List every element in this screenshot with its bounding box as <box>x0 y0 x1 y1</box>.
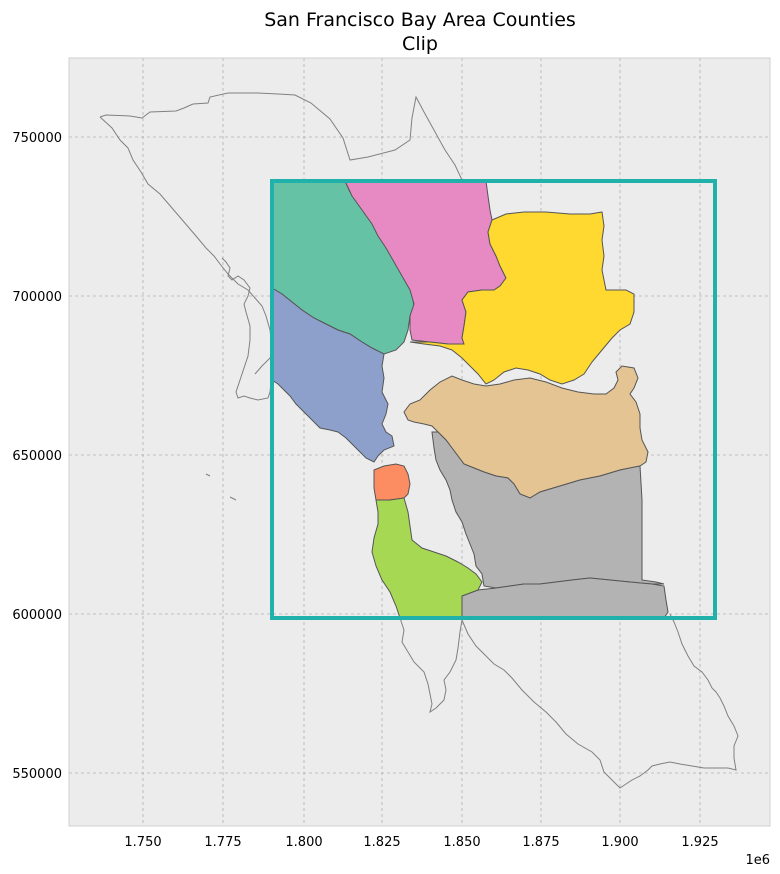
outline-south-east <box>461 613 739 789</box>
x-tick-label: 1.800 <box>285 835 322 850</box>
y-tick-label: 750000 <box>12 131 62 146</box>
clipped-counties <box>271 180 669 619</box>
outline-islands <box>205 473 237 501</box>
axes-frame <box>68 57 771 827</box>
chart-title-line2: Clip <box>402 33 438 55</box>
county-san-mateo <box>371 497 483 619</box>
x-tick-label: 1.900 <box>601 835 638 850</box>
clip-box <box>270 179 717 620</box>
county-marin <box>271 287 395 463</box>
axes-background <box>68 57 771 827</box>
y-tick-label: 700000 <box>12 290 62 305</box>
y-tick-label: 550000 <box>12 767 62 782</box>
county-solano <box>409 211 635 385</box>
y-tick-label: 650000 <box>12 449 62 464</box>
x-tick-label: 1.825 <box>363 835 400 850</box>
outline-south-west <box>399 617 463 714</box>
x-tick-label: 1.750 <box>124 835 161 850</box>
chart-title-line1: San Francisco Bay Area Counties <box>264 9 576 31</box>
x-tick-label: 1.925 <box>681 835 718 850</box>
x-tick-label: 1.850 <box>443 835 480 850</box>
county-san-francisco <box>373 463 411 501</box>
x-axis-ticks: 1.750 1.775 1.800 1.825 1.850 1.875 1.90… <box>124 835 770 868</box>
x-tick-label: 1.875 <box>522 835 559 850</box>
county-santa-clara <box>461 577 669 619</box>
y-tick-label: 600000 <box>12 608 62 623</box>
outline-north-coast <box>99 92 463 181</box>
x-offset-label: 1e6 <box>745 853 770 868</box>
x-tick-label: 1.775 <box>204 835 241 850</box>
y-axis-ticks: 750000 700000 650000 600000 550000 <box>12 131 62 782</box>
